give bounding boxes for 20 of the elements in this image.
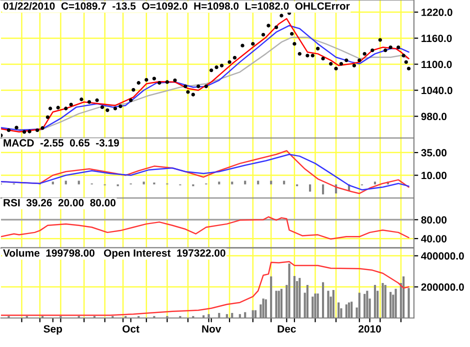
y-tick-label: 80.00: [421, 216, 447, 224]
y-tick-label: 10.00: [422, 172, 447, 180]
x-tick-label: 2010: [358, 325, 381, 333]
x-tick-label: Sep: [44, 325, 62, 335]
chart-title: Volume 199798.00 Open Interest 197322.00: [3, 249, 226, 259]
x-tick-label: Dec: [278, 325, 296, 333]
y-tick-label: 980.0: [421, 112, 447, 120]
y-tick-label: 40.00: [421, 235, 447, 242]
y-tick-label: 1100.0: [422, 60, 452, 68]
y-tick-label: 400000.0: [421, 252, 464, 260]
y-tick-label: 35.00: [421, 149, 447, 156]
y-tick-label: 200000.0: [421, 283, 464, 291]
x-tick-label: Nov: [202, 325, 222, 333]
y-tick-label: 1220.0: [422, 8, 452, 16]
y-tick-label: 1160.0: [422, 34, 452, 42]
chart-title: MACD -2.55 0.65 -3.19: [4, 139, 119, 147]
chart-title: 01/22/2010 C=1089.7 -13.5 O=1092.0 H=1098.0 L=1082.0 OHLCError: [3, 2, 350, 10]
y-tick-label: 1040.0: [422, 86, 452, 94]
x-tick-label: Oct: [122, 325, 140, 333]
chart-title: RSI 39.26 20.00 80.00: [4, 199, 116, 206]
